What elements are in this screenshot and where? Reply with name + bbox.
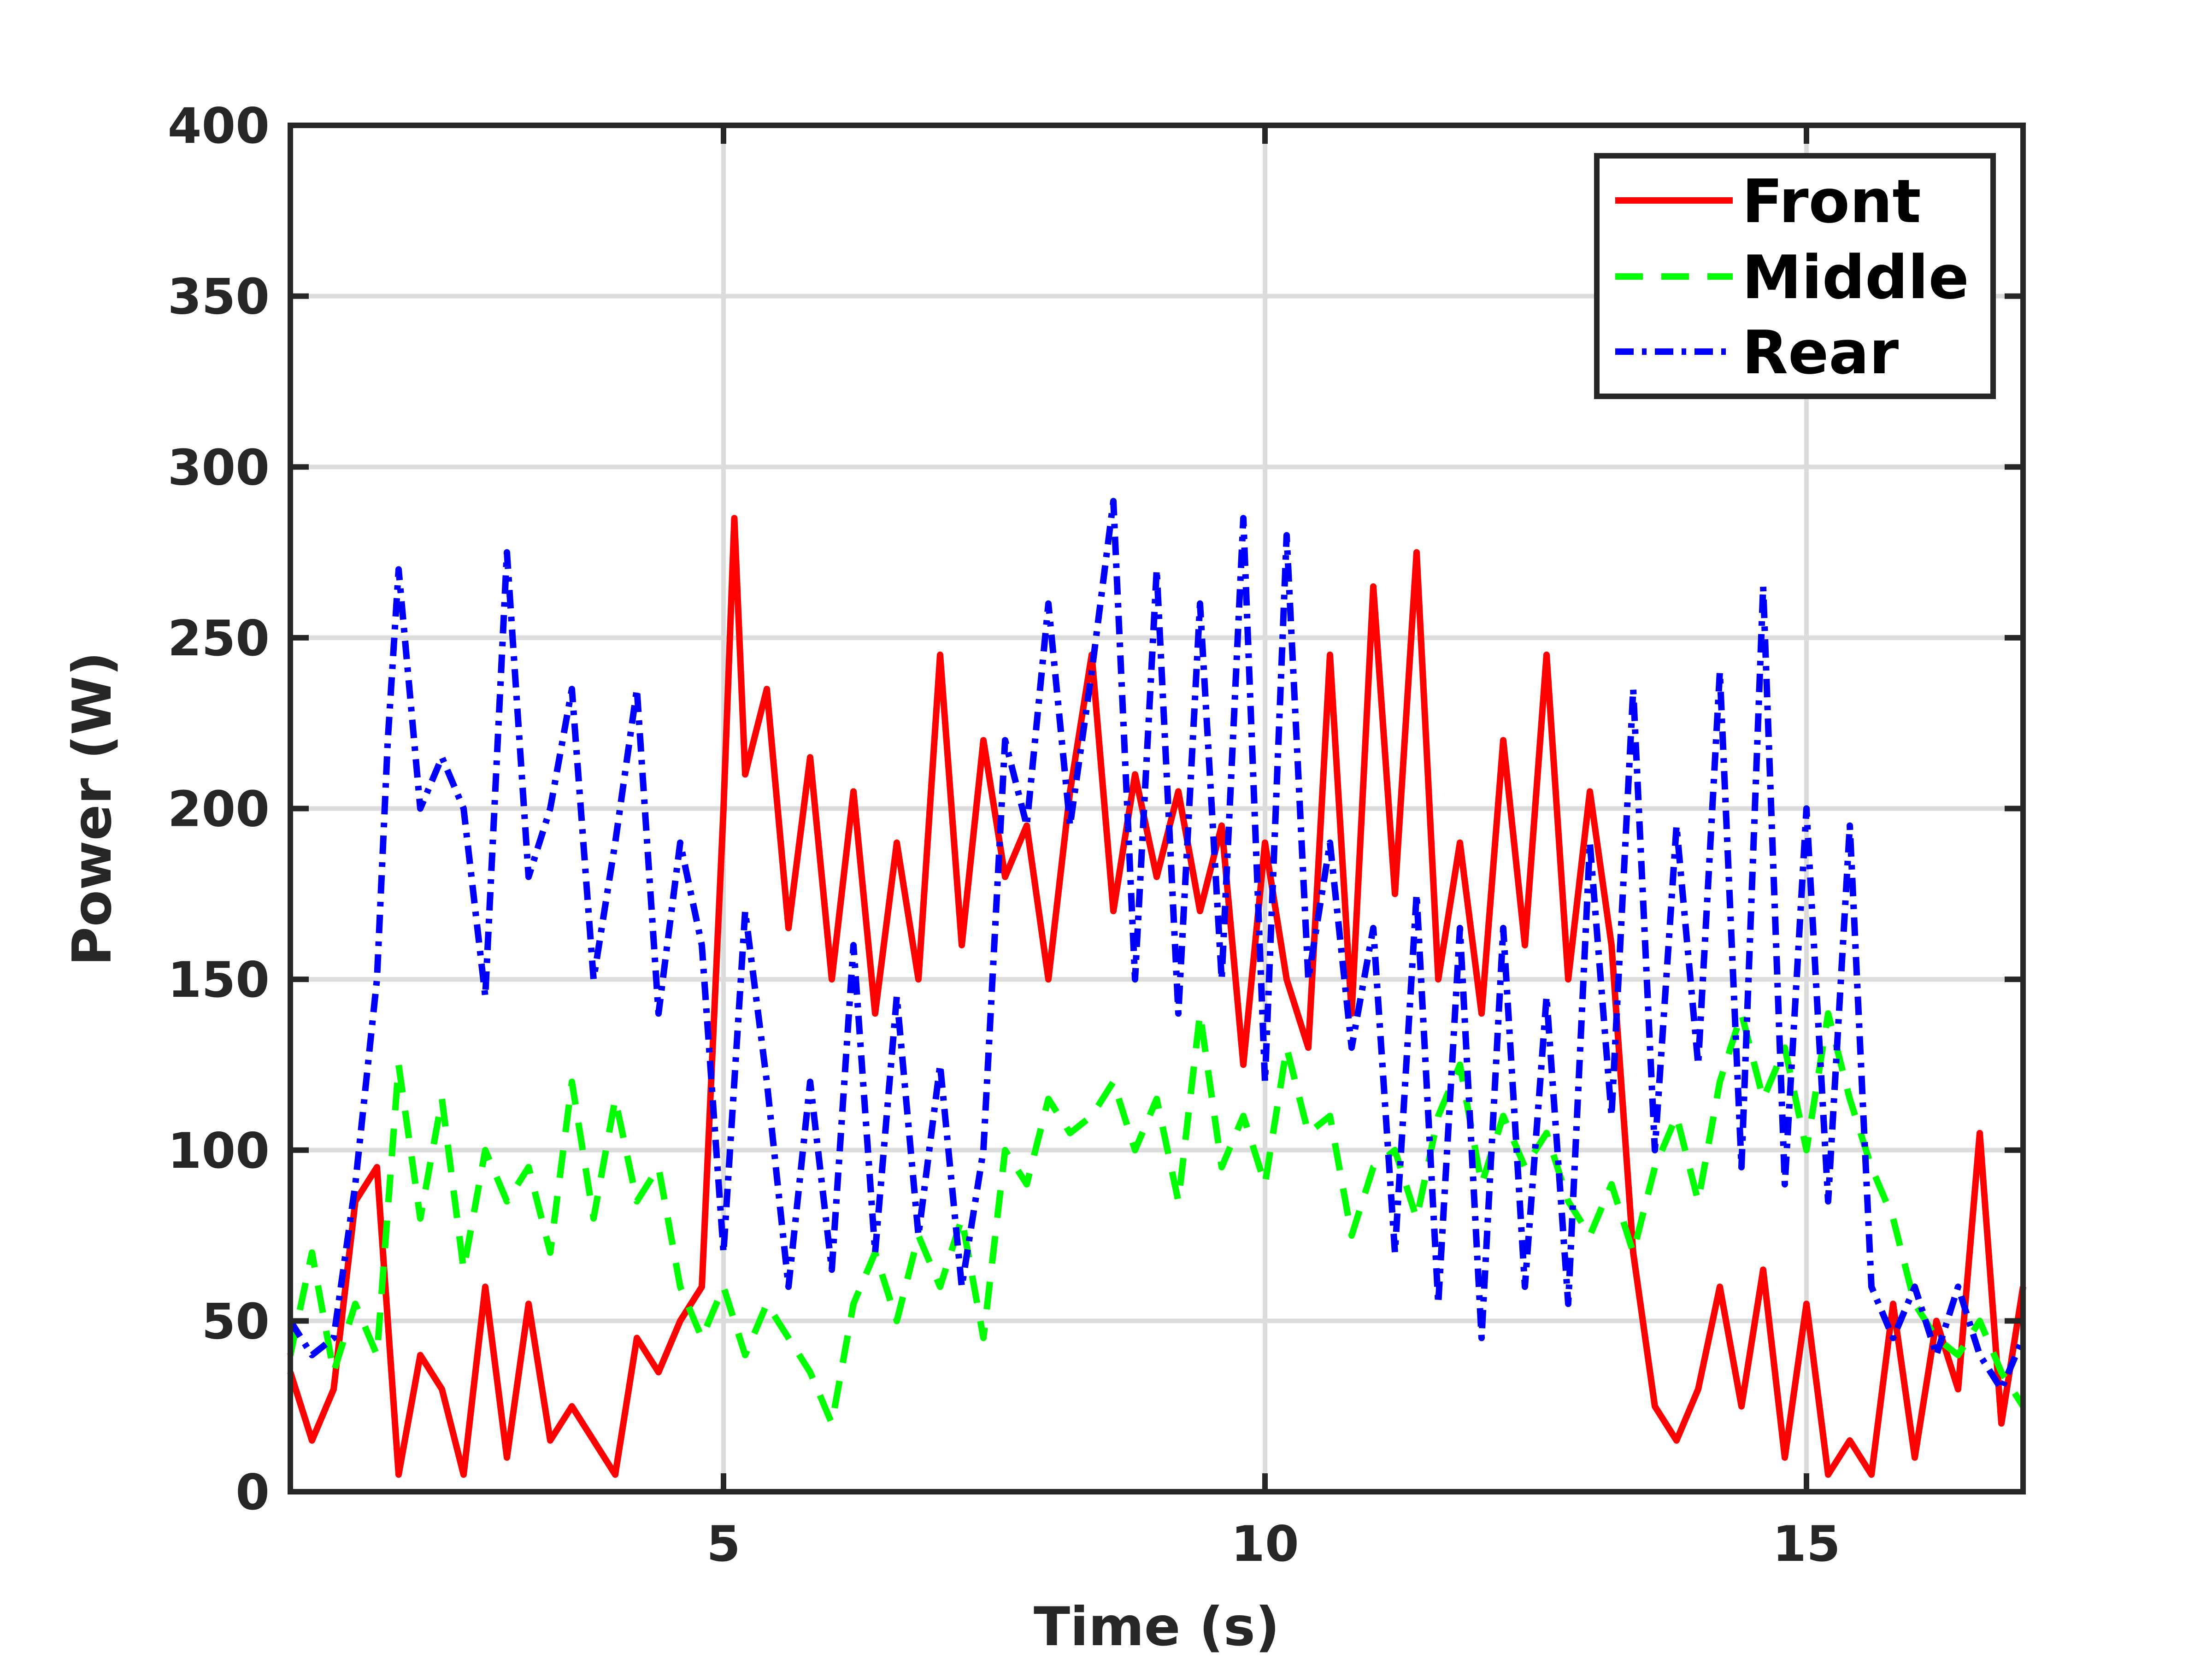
y-tick-label-400: 400 [168,98,270,154]
x-tick-label-5: 5 [706,1516,741,1572]
y-tick-label-350: 350 [168,269,270,325]
legend: Front Middle Rear [1594,153,1996,399]
legend-label-middle: Middle [1742,242,1969,312]
legend-box [1594,153,1996,399]
x-tick-label-10: 10 [1231,1516,1299,1572]
y-tick-label-200: 200 [168,781,270,838]
y-tick-label-100: 100 [168,1123,270,1179]
series-group [287,498,2026,1478]
x-axis-label: Time (s) [1034,1596,1280,1658]
y-tick-label-300: 300 [168,439,270,496]
y-tick-label-0: 0 [235,1464,270,1521]
tick-labels: 0 50 100 150 200 250 300 350 400 5 10 15 [168,98,1841,1572]
y-tick-label-50: 50 [201,1293,270,1350]
legend-label-front: Front [1742,166,1921,236]
axis-ticks [290,123,2023,1494]
y-axis-label: Power (W) [61,652,124,966]
series-line-rear [288,498,2026,1393]
legend-label-rear: Rear [1742,318,1899,388]
y-tick-label-150: 150 [168,952,270,1008]
x-tick-label-15: 15 [1772,1516,1841,1572]
y-tick-label-250: 250 [168,610,270,667]
